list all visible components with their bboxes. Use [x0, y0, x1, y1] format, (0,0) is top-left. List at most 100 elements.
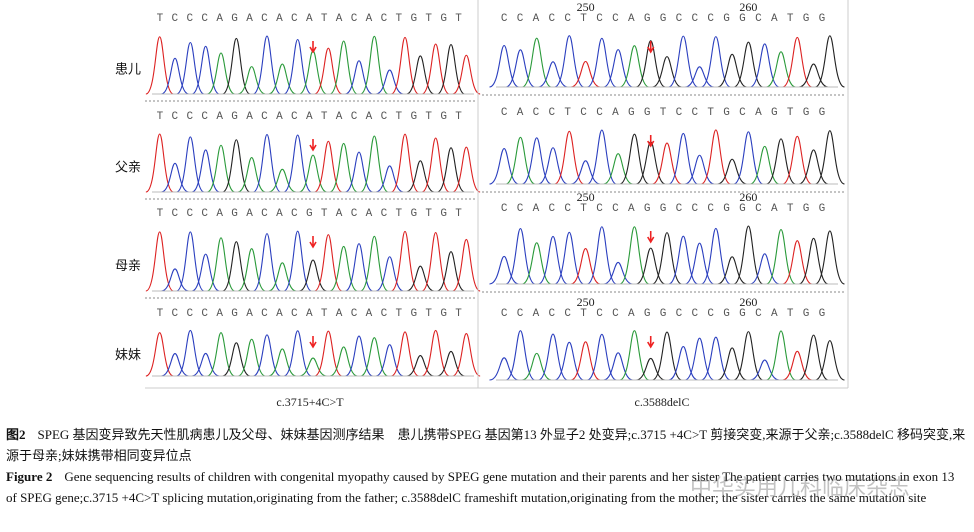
trace-peak: [700, 227, 731, 285]
trace-peak: [766, 51, 796, 88]
base-sequence: CCACCTCCAGGCCCGGCATGG: [501, 203, 835, 215]
caption-label: 图2: [6, 427, 26, 442]
trace-peak: [191, 352, 220, 377]
trace-peak: [521, 352, 552, 381]
sample-label: 患儿: [115, 61, 141, 76]
trace-peak: [299, 357, 327, 377]
trace-peak: [619, 226, 650, 285]
trace-peak: [749, 359, 780, 381]
trace-peak: [700, 336, 731, 381]
position-label: 260: [739, 0, 757, 14]
trace-peak: [652, 331, 682, 381]
trace-peak: [766, 138, 796, 185]
trace-peak: [344, 60, 374, 95]
trace-peak: [222, 37, 251, 95]
trace-peak: [145, 133, 174, 193]
trace-peak: [390, 230, 420, 292]
trace-peak: [652, 232, 682, 285]
trace-peak: [684, 66, 715, 88]
trace-peak: [603, 261, 633, 285]
trace-peak: [814, 35, 845, 88]
trace-peak: [252, 233, 282, 292]
trace-peak: [586, 37, 617, 88]
position-label: 260: [739, 190, 757, 204]
trace-peak: [538, 333, 568, 381]
trace-peak: [452, 54, 481, 95]
caption-label: Figure 2: [6, 469, 53, 484]
trace-peak: [421, 329, 450, 377]
trace-peak: [252, 133, 282, 193]
trace-peak: [586, 226, 617, 285]
trace-peak: [329, 142, 358, 193]
trace-peak: [268, 348, 297, 377]
watermark: 中华实用儿科临床杂志: [690, 476, 911, 501]
trace-peak: [603, 352, 633, 381]
mutation-arrow: [309, 236, 317, 249]
trace-peak: [406, 354, 435, 377]
trace-peak: [237, 248, 266, 292]
position-label: 250: [577, 295, 595, 309]
position-label: 250: [577, 0, 595, 14]
trace-peak: [798, 149, 829, 185]
trace-peak: [375, 69, 404, 95]
trace-peak: [570, 60, 601, 88]
trace-peak: [161, 268, 189, 292]
base-sequence: CCACCTCCAGGCCCGGCATGG: [501, 13, 835, 25]
trace-peak: [684, 337, 715, 381]
trace-peak: [652, 56, 682, 88]
trace-peak: [668, 132, 699, 185]
trace-peak: [554, 35, 585, 88]
trace-peak: [717, 256, 747, 285]
trace-peak: [406, 55, 435, 95]
trace-peak: [749, 253, 780, 285]
trace-peak: [700, 129, 731, 185]
trace-peak: [406, 265, 435, 292]
trace-peak: [206, 52, 236, 95]
trace-peak: [390, 36, 420, 95]
trace-peak: [489, 357, 519, 381]
trace-peak: [390, 331, 420, 377]
mutation-arrow: [647, 135, 655, 148]
mutation-arrow: [647, 41, 655, 54]
trace-peak: [421, 137, 450, 193]
trace-peak: [766, 229, 796, 285]
trace-peak: [268, 262, 297, 292]
figure: 患儿 TCCCAGACACATACACTGTGT 父亲 TCCCAGACACATACA…: [115, 0, 849, 409]
trace-peak: [283, 38, 312, 95]
trace-peak: [375, 256, 404, 292]
trace-peak: [635, 357, 666, 381]
trace-peak: [268, 168, 297, 193]
trace-peak: [191, 253, 220, 292]
trace-peak: [603, 153, 633, 185]
position-label: 250: [577, 190, 595, 204]
trace-peak: [798, 334, 829, 381]
trace-peak: [700, 36, 731, 88]
trace-peak: [452, 333, 481, 377]
trace-peak: [668, 35, 699, 88]
trace-peak: [554, 130, 585, 185]
trace-peak: [360, 235, 389, 292]
trace-peak: [619, 133, 650, 185]
base-sequence: TCCCAGACACATACACTGTGT: [157, 308, 471, 320]
trace-peak: [344, 151, 374, 193]
trace-peak: [782, 350, 813, 381]
trace-peak: [145, 332, 174, 377]
trace-peak: [717, 347, 747, 381]
trace-peak: [521, 37, 552, 88]
trace-peak: [521, 137, 552, 185]
trace-peak: [437, 350, 465, 377]
trace-peak: [489, 44, 520, 88]
trace-peak: [586, 333, 617, 381]
trace-peak: [538, 61, 568, 88]
trace-peak: [360, 337, 389, 377]
trace-peak: [635, 247, 666, 285]
base-sequence: TCCCAGACACATACACTGTGT: [157, 111, 471, 123]
trace-peak: [489, 255, 519, 285]
trace-peak: [314, 140, 343, 193]
trace-peak: [314, 234, 343, 292]
panel-caption: c.3715+4C>T: [276, 395, 344, 409]
trace-peak: [452, 146, 481, 193]
caption-zh: 图2 SPEG 基因变异致先天性肌病患儿及父母、妹妹基因测序结果 患儿携带SPEG…: [6, 424, 968, 466]
trace-peak: [283, 230, 312, 292]
